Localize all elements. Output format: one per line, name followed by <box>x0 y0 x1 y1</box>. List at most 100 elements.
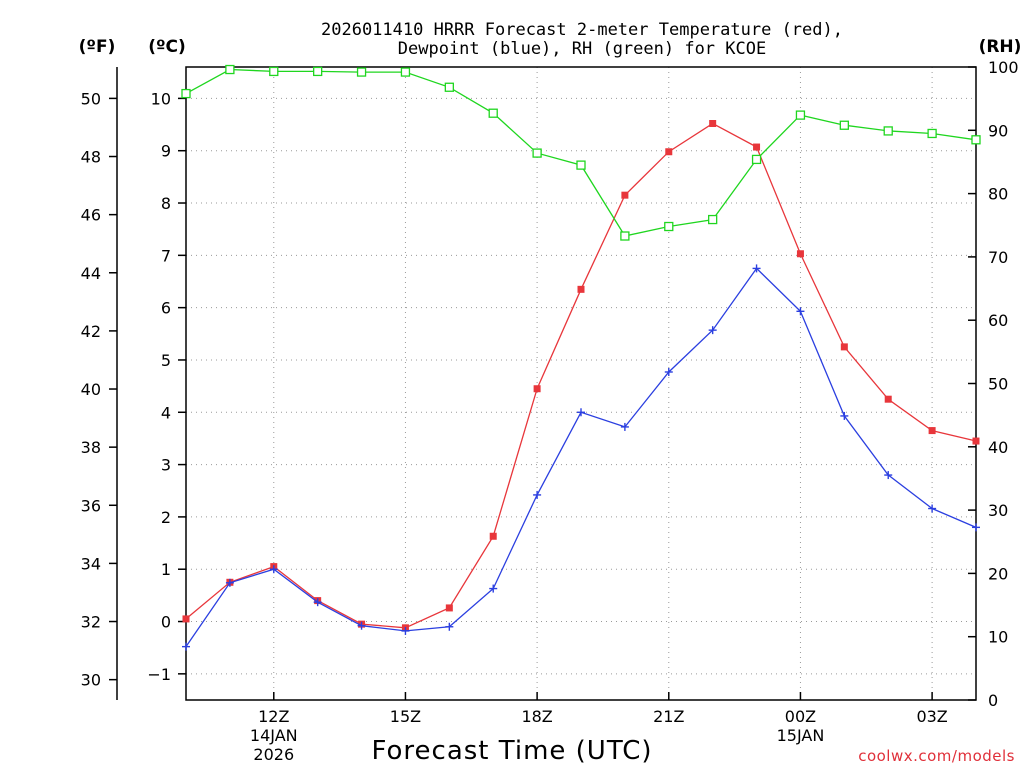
celsius-tick-label: 4 <box>161 403 171 422</box>
celsius-tick-label: 5 <box>161 351 171 370</box>
fahrenheit-tick-label: 32 <box>81 613 101 632</box>
credit-text: coolwx.com/models <box>858 747 1015 765</box>
rh-point <box>883 126 893 136</box>
fahrenheit-tick-label: 42 <box>81 322 101 341</box>
temperature-point <box>445 604 453 612</box>
rh-point <box>532 148 542 158</box>
rh-tick-label: 90 <box>988 121 1008 140</box>
rh-point <box>313 66 323 77</box>
temperature-point <box>533 385 541 393</box>
dewpoint-point <box>225 578 234 587</box>
celsius-tick-label: 10 <box>151 89 171 108</box>
dewpoint-point <box>752 264 761 273</box>
series-layer <box>181 64 981 651</box>
rh-tick-label: 80 <box>988 185 1008 204</box>
rh-tick-label: 60 <box>988 311 1008 330</box>
fahrenheit-tick-label: 44 <box>81 264 101 283</box>
temperature-point <box>182 615 190 623</box>
rh-point <box>839 120 849 130</box>
fahrenheit-tick-label: 46 <box>81 206 101 225</box>
dewpoint-point <box>401 626 410 635</box>
fahrenheit-tick-label: 30 <box>81 671 101 690</box>
rh-point <box>181 88 191 99</box>
rh-tick-label: 100 <box>988 58 1019 77</box>
chart-title-line1: 2026011410 HRRR Forecast 2-meter Tempera… <box>321 20 843 40</box>
celsius-unit-label: (ºC) <box>148 37 186 57</box>
dewpoint-point <box>313 598 322 607</box>
time-tick-label: 00Z <box>785 707 816 726</box>
rh-point <box>488 108 498 118</box>
dewpoint-point <box>708 326 717 335</box>
fahrenheit-tick-label: 38 <box>81 438 101 457</box>
rh-point <box>620 231 630 241</box>
temperature-point <box>884 395 892 403</box>
dewpoint-point <box>796 307 805 316</box>
temperature-line <box>185 122 977 629</box>
time-tick-label: 03Z <box>916 707 947 726</box>
rh-point <box>576 160 586 170</box>
x-axis-label: Forecast Time (UTC) <box>371 736 652 766</box>
fahrenheit-unit-label: (ºF) <box>79 37 116 57</box>
temperature-point <box>840 343 848 351</box>
celsius-tick-label: 8 <box>161 194 171 213</box>
fahrenheit-tick-label: 36 <box>81 496 101 515</box>
dewpoint-point <box>928 504 937 513</box>
rh-unit-label: (RH) <box>979 37 1022 57</box>
dewpoint-point <box>269 565 278 574</box>
fahrenheit-axis: 30 32 34 36 38 40 42 44 46 48 50 <box>81 89 117 690</box>
celsius-tick-label: 9 <box>161 142 171 161</box>
dewpoint-point <box>840 411 849 420</box>
dewpoint-point <box>620 422 629 431</box>
rh-point <box>356 67 367 77</box>
celsius-tick-label: −1 <box>147 665 171 684</box>
rh-tick-label: 10 <box>988 628 1008 647</box>
temperature-point <box>972 437 980 445</box>
date-tick-label: 14JAN <box>250 726 298 745</box>
fahrenheit-tick-label: 40 <box>81 380 101 399</box>
fahrenheit-tick-label: 34 <box>81 554 101 573</box>
dewpoint-point <box>489 584 498 593</box>
rh-point <box>269 66 279 77</box>
rh-point <box>751 154 762 165</box>
celsius-axis: −1 0 1 2 3 4 5 6 7 8 9 10 <box>147 89 186 684</box>
temperature-point <box>796 250 804 258</box>
dewpoint-point <box>664 367 673 376</box>
rh-axis: 0 10 20 30 40 50 60 70 80 90 100 <box>968 58 1019 710</box>
rh-point <box>795 110 806 120</box>
time-tick-label: 18Z <box>521 707 552 726</box>
fahrenheit-tick-label: 50 <box>81 89 101 108</box>
rh-point <box>927 128 937 139</box>
rh-tick-label: 30 <box>988 501 1008 520</box>
year-tick-label: 2026 <box>253 745 294 764</box>
rh-tick-label: 0 <box>988 691 998 710</box>
rh-line <box>185 68 977 237</box>
fahrenheit-tick-label: 48 <box>81 148 101 167</box>
dewpoint-point <box>533 490 542 499</box>
dewpoint-point <box>357 621 366 630</box>
celsius-tick-label: 1 <box>161 560 171 579</box>
chart-title-line2: Dewpoint (blue), RH (green) for KCOE <box>398 39 766 59</box>
temperature-point <box>753 143 761 151</box>
temperature-point <box>928 427 936 435</box>
rh-point <box>971 135 981 145</box>
celsius-tick-label: 2 <box>161 508 171 527</box>
temperature-point <box>709 119 717 127</box>
time-tick-label: 15Z <box>390 707 421 726</box>
celsius-tick-label: 0 <box>161 613 171 632</box>
date-tick-label: 15JAN <box>777 726 825 745</box>
temperature-point <box>621 191 629 199</box>
temperature-point <box>577 285 585 293</box>
dewpoint-point <box>182 642 190 651</box>
temperature-point <box>489 532 497 540</box>
celsius-tick-label: 6 <box>161 299 171 318</box>
time-tick-label: 21Z <box>653 707 684 726</box>
rh-point <box>444 82 454 92</box>
rh-tick-label: 20 <box>988 564 1008 583</box>
celsius-tick-label: 3 <box>161 456 171 475</box>
rh-tick-label: 40 <box>988 438 1008 457</box>
rh-tick-label: 70 <box>988 248 1008 267</box>
dewpoint-point <box>884 471 893 480</box>
rh-point <box>225 64 235 75</box>
